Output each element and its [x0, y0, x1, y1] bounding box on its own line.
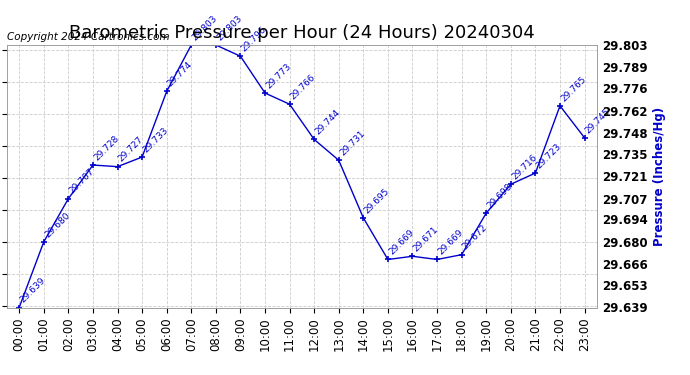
Text: 29.803: 29.803 [190, 13, 219, 42]
Text: 29.698: 29.698 [486, 182, 514, 210]
Text: 29.727: 29.727 [117, 135, 146, 164]
Text: 29.695: 29.695 [362, 186, 391, 215]
Title: Barometric Pressure per Hour (24 Hours) 20240304: Barometric Pressure per Hour (24 Hours) … [69, 24, 535, 42]
Text: 29.680: 29.680 [43, 210, 72, 239]
Text: 29.671: 29.671 [412, 225, 440, 254]
Text: 29.669: 29.669 [387, 228, 416, 257]
Text: 29.669: 29.669 [436, 228, 465, 257]
Text: 29.765: 29.765 [559, 74, 588, 103]
Text: 29.774: 29.774 [166, 60, 195, 88]
Text: 29.766: 29.766 [289, 73, 317, 102]
Text: 29.707: 29.707 [68, 167, 96, 196]
Text: 29.744: 29.744 [313, 108, 342, 136]
Text: 29.723: 29.723 [535, 142, 563, 170]
Text: 29.733: 29.733 [141, 126, 170, 154]
Text: 29.803: 29.803 [215, 13, 244, 42]
Text: 29.728: 29.728 [92, 134, 121, 162]
Text: 29.731: 29.731 [338, 129, 366, 158]
Text: Copyright 2024 Cartronics.com: Copyright 2024 Cartronics.com [7, 32, 170, 42]
Text: 29.773: 29.773 [264, 62, 293, 90]
Text: 29.745: 29.745 [584, 106, 612, 135]
Y-axis label: Pressure (Inches/Hg): Pressure (Inches/Hg) [653, 106, 666, 246]
Text: 29.716: 29.716 [510, 153, 539, 182]
Text: 29.639: 29.639 [19, 276, 47, 305]
Text: 29.796: 29.796 [239, 25, 268, 53]
Text: 29.672: 29.672 [461, 224, 489, 252]
